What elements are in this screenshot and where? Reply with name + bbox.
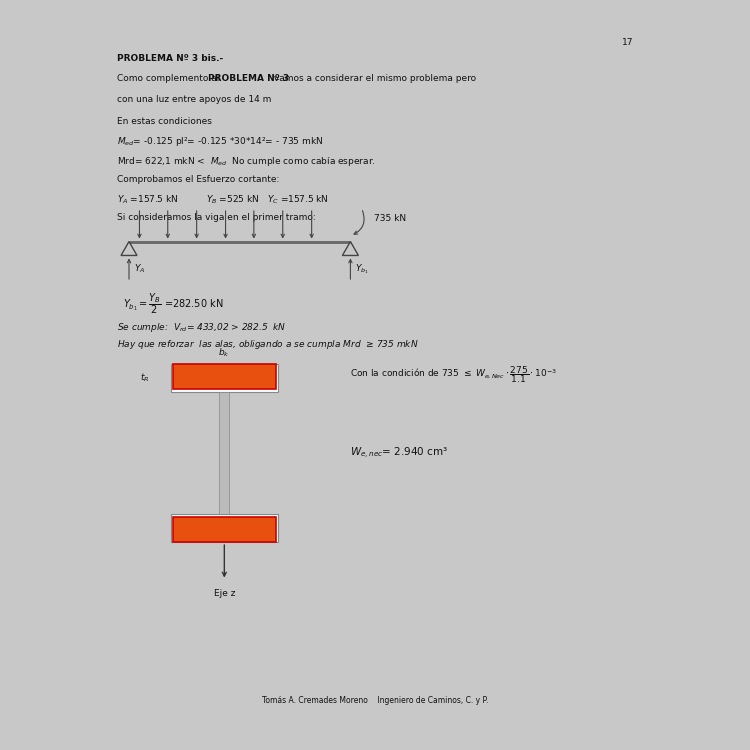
Text: $M_{ed}$= -0.125 pl²= -0.125 *30*14²= - 735 mkN: $M_{ed}$= -0.125 pl²= -0.125 *30*14²= - … (117, 136, 322, 148)
Text: Hay que reforzar  las alas, obligando a se cumpla $Mrd$  ≥ 735 $mkN$: Hay que reforzar las alas, obligando a s… (117, 338, 418, 351)
Bar (173, 517, 276, 542)
Text: $W_{e,nec}$= 2.940 cm³: $W_{e,nec}$= 2.940 cm³ (350, 446, 448, 460)
Text: Mrd= 622,1 mkN <  $M_{ed}$  No cumple como cabía esperar.: Mrd= 622,1 mkN < $M_{ed}$ No cumple como… (117, 155, 376, 168)
Text: PROBLEMA Nº 3 bis.-: PROBLEMA Nº 3 bis.- (117, 54, 223, 63)
Text: con una luz entre apoyos de 14 m: con una luz entre apoyos de 14 m (117, 95, 271, 104)
Bar (220, 392, 230, 514)
Text: vamos a considerar el mismo problema pero: vamos a considerar el mismo problema per… (271, 74, 476, 83)
Bar (170, 514, 278, 542)
Text: Se cumple:  $V_{rd}$= 433,02 > 282.5  kN: Se cumple: $V_{rd}$= 433,02 > 282.5 kN (117, 321, 286, 334)
Text: $Y_{b_1}$: $Y_{b_1}$ (356, 262, 369, 276)
Text: $Y_A$ =157.5 kN          $Y_B$ =525 kN   $Y_C$ =157.5 kN: $Y_A$ =157.5 kN $Y_B$ =525 kN $Y_C$ =157… (117, 194, 328, 206)
Text: Si consideramos la viga en el primer tramo:: Si consideramos la viga en el primer tra… (117, 213, 316, 222)
Text: $Y_{b_1}=\dfrac{Y_B}{2}$ =282.50 kN: $Y_{b_1}=\dfrac{Y_B}{2}$ =282.50 kN (123, 291, 224, 316)
Text: Eje z: Eje z (214, 589, 235, 598)
Text: 735 kN: 735 kN (374, 214, 406, 223)
Text: En estas condiciones: En estas condiciones (117, 117, 212, 126)
Text: $t_R$: $t_R$ (140, 372, 149, 385)
Text: Con la condición de 735 $\leq$ $W_{e,Nec}\cdot\dfrac{275}{1.1}\cdot 10^{-3}$: Con la condición de 735 $\leq$ $W_{e,Nec… (350, 364, 557, 386)
Text: 17: 17 (622, 38, 633, 46)
Text: $Y_A$: $Y_A$ (134, 262, 146, 275)
Text: Tomás A. Cremades Moreno    Ingeniero de Caminos, C. y P.: Tomás A. Cremades Moreno Ingeniero de Ca… (262, 696, 488, 705)
Bar (173, 364, 276, 389)
Text: PROBLEMA Nº 3: PROBLEMA Nº 3 (208, 74, 289, 83)
Text: $b_k$: $b_k$ (218, 346, 229, 358)
Text: Comprobamos el Esfuerzo cortante:: Comprobamos el Esfuerzo cortante: (117, 175, 279, 184)
Text: Como complemento al: Como complemento al (117, 74, 222, 83)
Bar (170, 364, 278, 392)
